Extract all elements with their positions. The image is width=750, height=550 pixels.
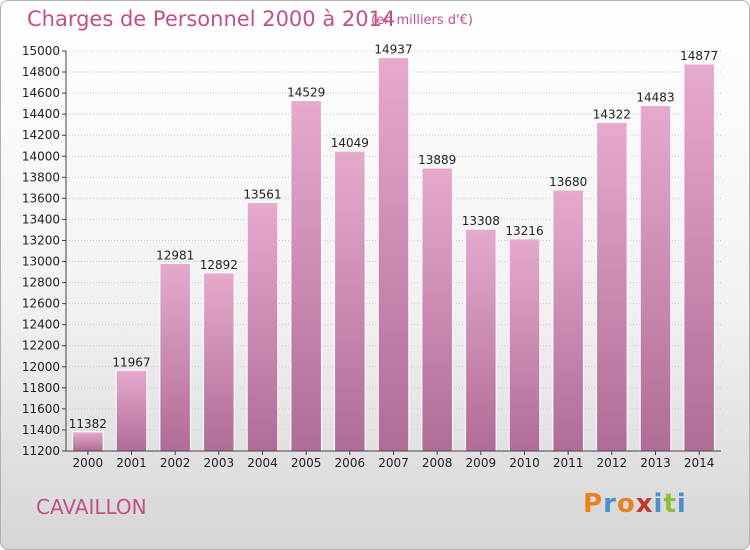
x-tick-label: 2010 [509, 456, 540, 470]
x-tick-label: 2006 [335, 456, 366, 470]
y-tick-label: 11600 [22, 402, 60, 416]
bar-value-label: 13889 [418, 153, 456, 167]
x-tick-label: 2011 [553, 456, 584, 470]
y-tick-label: 12400 [22, 318, 60, 332]
bar-value-label: 11382 [69, 417, 107, 431]
logo-letter: r [603, 489, 617, 519]
bar [552, 189, 584, 452]
chart-unit: (en milliers d'€) [371, 13, 473, 28]
y-tick-label: 14800 [22, 65, 60, 79]
bar [72, 431, 104, 452]
x-tick-label: 2001 [116, 456, 147, 470]
bar [683, 63, 715, 452]
logo-letter: t [663, 489, 677, 519]
bar-value-label: 14529 [287, 86, 325, 100]
bar-value-label: 13561 [243, 187, 281, 201]
x-tick-label: 2007 [378, 456, 409, 470]
y-tick-label: 13200 [22, 233, 60, 247]
y-tick-label: 14400 [22, 107, 60, 121]
x-tick-label: 2008 [422, 456, 453, 470]
bar [246, 201, 279, 452]
bar [290, 100, 322, 452]
bar [377, 57, 410, 452]
y-tick-label: 12800 [22, 276, 60, 290]
x-tick-label: 2002 [160, 456, 191, 470]
bar [639, 104, 672, 452]
y-tick-label: 14600 [22, 86, 60, 100]
bar-value-label: 13308 [462, 214, 500, 228]
bar [508, 238, 541, 452]
x-tick-label: 2000 [73, 456, 104, 470]
bar-value-label: 14877 [680, 49, 718, 63]
bar-value-label: 14937 [374, 43, 412, 57]
y-tick-label: 12200 [22, 339, 60, 353]
y-tick-label: 11400 [22, 423, 60, 437]
proxiti-logo: Proxiti [583, 489, 687, 519]
y-tick-label: 13800 [22, 170, 60, 184]
bar-value-label: 13216 [505, 224, 543, 238]
x-tick-label: 2004 [247, 456, 278, 470]
bar [421, 167, 453, 452]
y-tick-label: 13400 [22, 212, 60, 226]
y-tick-label: 14200 [22, 128, 60, 142]
x-tick-label: 2005 [291, 456, 322, 470]
logo-letter: i [676, 489, 687, 519]
x-tick-label: 2009 [466, 456, 497, 470]
logo-letter: x [635, 489, 654, 519]
logo-letter: P [583, 489, 604, 519]
logo-letter: i [653, 489, 664, 519]
bar-value-label: 12981 [156, 249, 194, 263]
x-tick-label: 2012 [597, 456, 628, 470]
chart-title: Charges de Personnel 2000 à 2014 [27, 7, 396, 31]
bar [596, 121, 628, 452]
logo-letter: o [616, 489, 636, 519]
x-tick-label: 2014 [684, 456, 715, 470]
bar [203, 272, 235, 452]
bar-value-label: 12892 [200, 258, 238, 272]
y-tick-label: 14000 [22, 149, 60, 163]
bar-value-label: 13680 [549, 175, 587, 189]
bar [465, 228, 497, 452]
bar [159, 263, 191, 452]
x-tick-label: 2003 [204, 456, 235, 470]
bar-value-label: 14322 [593, 107, 631, 121]
y-tick-label: 11800 [22, 381, 60, 395]
y-tick-label: 13000 [22, 255, 60, 269]
bar-value-label: 14483 [636, 90, 674, 104]
bar [115, 369, 148, 452]
y-tick-label: 12600 [22, 297, 60, 311]
bar [334, 150, 366, 452]
y-tick-label: 11200 [22, 444, 60, 458]
y-tick-label: 15000 [22, 44, 60, 58]
bar-value-label: 11967 [112, 355, 150, 369]
y-tick-label: 12000 [22, 360, 60, 374]
y-tick-label: 13600 [22, 191, 60, 205]
x-tick-label: 2013 [640, 456, 671, 470]
bar-value-label: 14049 [331, 136, 369, 150]
place-name: CAVAILLON [36, 495, 147, 519]
